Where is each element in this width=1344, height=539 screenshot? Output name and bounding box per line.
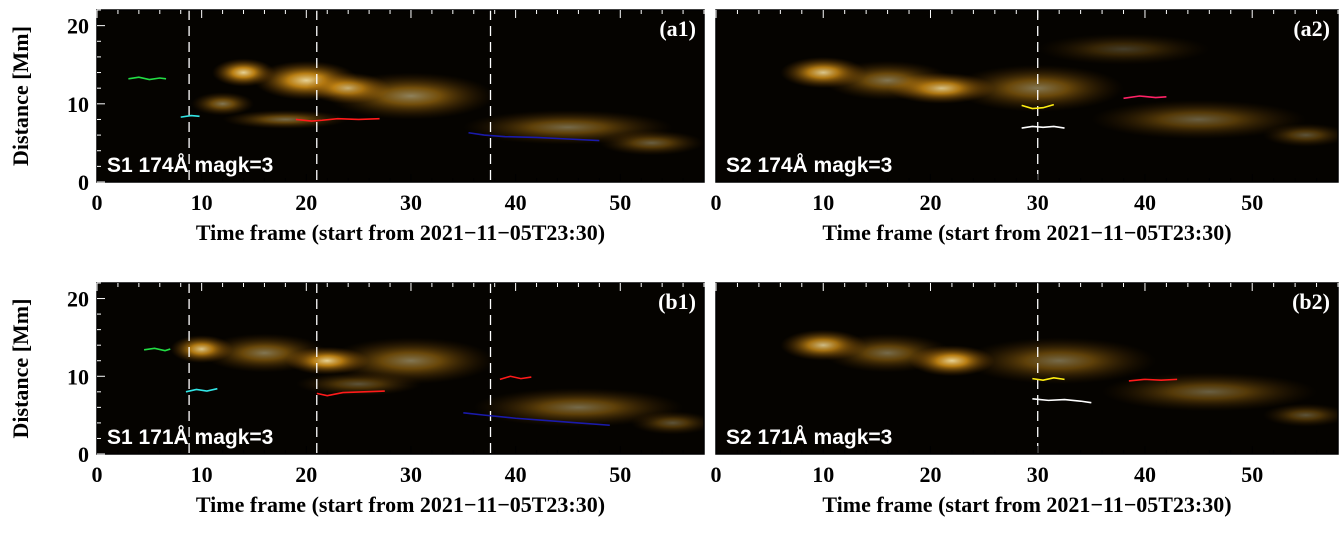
x-axis-label: Time frame (start from 2021−11−05T23:30) bbox=[822, 492, 1231, 517]
x-tick-label: 40 bbox=[1134, 190, 1156, 215]
panel-2: 0 10 20 30 40 50 Time frame (start from 2021−1… bbox=[711, 9, 1339, 245]
figure-layer: 0 10 20 30 40 50 0 10 20 Distance [Mm] Time frame … bbox=[8, 9, 1339, 517]
x-tick-label: 50 bbox=[1241, 190, 1263, 215]
track-blue bbox=[463, 412, 610, 427]
panel-caption: S2 171Å magk=3 bbox=[726, 425, 892, 449]
panel-tag: (b2) bbox=[1292, 289, 1330, 314]
x-tick-label: 10 bbox=[812, 462, 834, 487]
panel-frame bbox=[715, 282, 1339, 455]
x-tick-label: 40 bbox=[505, 190, 527, 215]
y-tick-label: 10 bbox=[67, 364, 89, 389]
panel-tag: (a1) bbox=[659, 16, 696, 41]
y-tick-label: 20 bbox=[67, 14, 89, 39]
x-tick-label: 20 bbox=[295, 190, 317, 215]
heatmap-intensity bbox=[780, 33, 1338, 147]
intensity-blob bbox=[212, 58, 275, 87]
track-blue bbox=[468, 131, 600, 142]
intensity-blob bbox=[630, 411, 704, 435]
y-tick-label: 20 bbox=[67, 287, 89, 312]
x-tick-label: 30 bbox=[400, 190, 422, 215]
y-tick-label: 10 bbox=[67, 92, 89, 117]
x-tick-label: 30 bbox=[400, 462, 422, 487]
x-tick-label: 30 bbox=[1027, 462, 1049, 487]
x-tick-label: 20 bbox=[295, 462, 317, 487]
intensity-blob bbox=[295, 372, 422, 396]
track-magenta bbox=[1123, 95, 1167, 100]
intensity-blob bbox=[823, 60, 952, 100]
panel-caption: S2 174Å magk=3 bbox=[726, 153, 892, 177]
intensity-blob bbox=[327, 72, 495, 120]
track-yellow bbox=[1021, 103, 1055, 110]
y-tick-label: 0 bbox=[78, 170, 89, 195]
intensity-blob bbox=[1262, 403, 1338, 427]
intensity-blob bbox=[1037, 33, 1210, 65]
panel-frame bbox=[96, 9, 705, 183]
x-tick-label: 40 bbox=[1134, 462, 1156, 487]
x-tick-label: 0 bbox=[711, 190, 722, 215]
track-white bbox=[1032, 398, 1092, 404]
x-tick-label: 20 bbox=[919, 462, 941, 487]
x-tick-label: 0 bbox=[92, 462, 103, 487]
intensity-blob bbox=[1262, 123, 1338, 147]
y-axis-label: Distance [Mm] bbox=[8, 299, 33, 439]
intensity-blob bbox=[1091, 99, 1306, 139]
x-tick-label: 50 bbox=[609, 190, 631, 215]
x-tick-label: 10 bbox=[191, 462, 213, 487]
track-red bbox=[295, 117, 380, 122]
panel-3: 0 10 20 30 40 50 0 10 20 Distance [Mm] Time frame … bbox=[8, 282, 705, 517]
track-red bbox=[316, 390, 385, 397]
panel-4: 0 10 20 30 40 50 Time frame (start from 2021−1… bbox=[711, 282, 1339, 517]
x-axis-label: Time frame (start from 2021−11−05T23:30) bbox=[196, 492, 605, 517]
track-red bbox=[1128, 378, 1178, 382]
track-red bbox=[499, 375, 532, 381]
x-tick-label: 0 bbox=[92, 190, 103, 215]
track-cyan bbox=[185, 387, 218, 393]
intensity-blob bbox=[201, 333, 328, 373]
heatmap-intensity bbox=[780, 329, 1338, 427]
intensity-blob bbox=[951, 64, 1124, 112]
track-green bbox=[143, 347, 171, 352]
intensity-blob bbox=[823, 333, 952, 373]
intensity-blob bbox=[962, 337, 1156, 385]
intensity-blob bbox=[599, 130, 704, 156]
panel-tag: (a2) bbox=[1293, 16, 1330, 41]
panel-1: 0 10 20 30 40 50 0 10 20 Distance [Mm] Time frame … bbox=[8, 9, 705, 245]
x-tick-label: 10 bbox=[812, 190, 834, 215]
intensity-blob bbox=[1102, 372, 1317, 412]
x-tick-label: 30 bbox=[1027, 190, 1049, 215]
panel-tag: (b1) bbox=[658, 289, 696, 314]
x-axis-label: Time frame (start from 2021−11−05T23:30) bbox=[822, 220, 1231, 245]
panel-frame bbox=[715, 9, 1339, 183]
panel-caption: S1 174Å magk=3 bbox=[107, 153, 273, 177]
intensity-blob bbox=[191, 92, 254, 116]
panel-frame bbox=[96, 282, 705, 455]
intensity-blob bbox=[327, 337, 495, 385]
x-tick-label: 10 bbox=[191, 190, 213, 215]
heatmap-intensity bbox=[170, 333, 704, 435]
x-tick-label: 50 bbox=[609, 462, 631, 487]
track-yellow bbox=[1032, 377, 1065, 381]
x-tick-label: 40 bbox=[505, 462, 527, 487]
heatmap-intensity bbox=[191, 58, 704, 156]
x-tick-label: 50 bbox=[1241, 462, 1263, 487]
track-cyan bbox=[180, 114, 200, 118]
x-tick-label: 0 bbox=[711, 462, 722, 487]
y-axis-label: Distance [Mm] bbox=[8, 26, 33, 166]
intensity-blob bbox=[473, 387, 684, 427]
x-axis-label: Time frame (start from 2021−11−05T23:30) bbox=[196, 220, 605, 245]
x-tick-label: 20 bbox=[919, 190, 941, 215]
y-tick-label: 0 bbox=[78, 442, 89, 467]
track-white bbox=[1021, 125, 1065, 129]
track-green bbox=[128, 76, 167, 81]
panel-caption: S1 171Å magk=3 bbox=[107, 425, 273, 449]
